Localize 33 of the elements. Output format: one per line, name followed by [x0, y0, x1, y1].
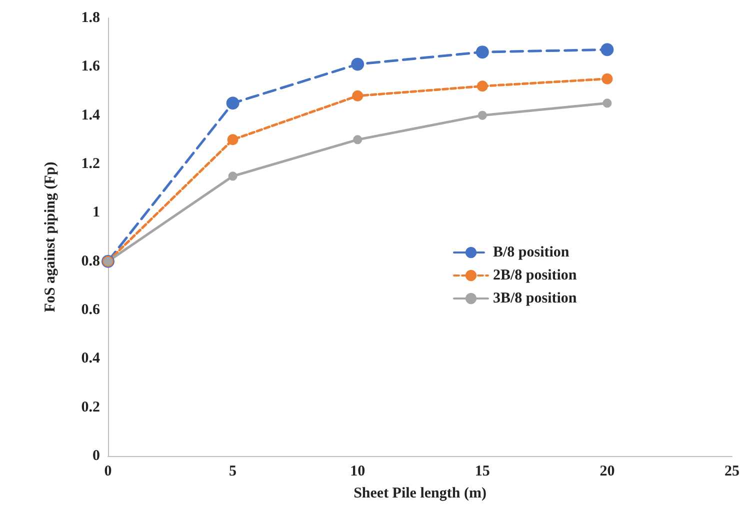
- point: [476, 80, 488, 92]
- y-tick-label: 0.2: [81, 399, 100, 416]
- x-tick-label: 5: [229, 464, 237, 480]
- y-tick-label: 0.4: [81, 350, 100, 367]
- point: [226, 96, 240, 110]
- x-tick-label: 25: [724, 464, 740, 480]
- point: [478, 110, 487, 120]
- y-tick-label: 1.2: [81, 156, 100, 172]
- point: [602, 73, 613, 84]
- y-axis-title: FoS against piping (Fp): [42, 162, 58, 312]
- point: [353, 135, 362, 144]
- legend-label: 3B/8 position: [493, 290, 578, 306]
- y-tick-label: 1.8: [81, 10, 100, 26]
- x-tick-label: 20: [600, 464, 615, 480]
- point: [476, 46, 489, 59]
- y-tick-label: 1.4: [81, 107, 100, 124]
- y-tick-label: 0.8: [81, 253, 100, 270]
- legend-label: 2B/8 position: [493, 268, 578, 284]
- y-tick-label: 1.6: [81, 58, 100, 75]
- y-tick-label: 0: [92, 448, 100, 464]
- point: [351, 58, 364, 71]
- x-tick-label: 15: [474, 464, 490, 480]
- point: [227, 134, 238, 146]
- point: [602, 98, 612, 108]
- x-tick-label: 10: [350, 464, 366, 480]
- point: [600, 43, 614, 56]
- point: [352, 90, 364, 102]
- point: [228, 172, 238, 181]
- y-tick-label: 0.6: [81, 302, 100, 318]
- y-tick-label: 1: [92, 204, 100, 221]
- x-tick-label: 0: [104, 464, 112, 480]
- legend-label: B/8 position: [493, 244, 570, 260]
- x-axis-title: Sheet Pile length (m): [354, 486, 486, 502]
